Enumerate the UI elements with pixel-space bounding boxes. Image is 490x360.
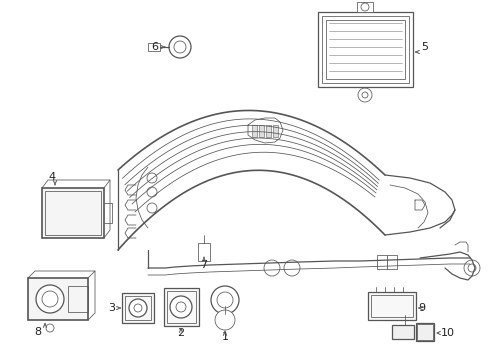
Bar [368, 292, 416, 320]
Bar [148, 43, 160, 51]
Text: 1: 1 [221, 332, 228, 342]
Text: 9: 9 [418, 303, 425, 313]
Bar [322, 16, 409, 83]
Bar [252, 125, 257, 137]
Circle shape [129, 299, 147, 317]
Bar [266, 125, 271, 137]
Bar [45, 191, 101, 235]
Bar [357, 2, 373, 12]
Bar [68, 286, 88, 312]
Text: 6: 6 [151, 42, 158, 52]
Bar [392, 325, 414, 339]
Text: 4: 4 [49, 172, 55, 182]
Bar [318, 12, 413, 87]
Circle shape [36, 285, 64, 313]
Text: 2: 2 [177, 328, 185, 338]
Bar [259, 125, 264, 137]
Bar [28, 278, 88, 320]
Bar [198, 243, 210, 261]
Bar [273, 125, 278, 137]
Text: 3: 3 [108, 303, 116, 313]
Bar [326, 20, 405, 79]
Text: 7: 7 [200, 260, 208, 270]
Bar [125, 296, 151, 320]
Text: 10: 10 [441, 328, 455, 338]
Bar [387, 255, 397, 269]
Circle shape [215, 310, 235, 330]
Bar [416, 323, 434, 341]
Bar [167, 291, 196, 323]
Circle shape [211, 286, 239, 314]
Circle shape [170, 296, 192, 318]
Text: 5: 5 [421, 42, 428, 52]
Bar [164, 288, 199, 326]
Bar [42, 188, 104, 238]
Bar [417, 324, 433, 340]
Bar [377, 255, 387, 269]
Bar [371, 295, 413, 317]
Bar [122, 293, 154, 323]
Text: 8: 8 [34, 327, 42, 337]
Bar [104, 203, 112, 223]
